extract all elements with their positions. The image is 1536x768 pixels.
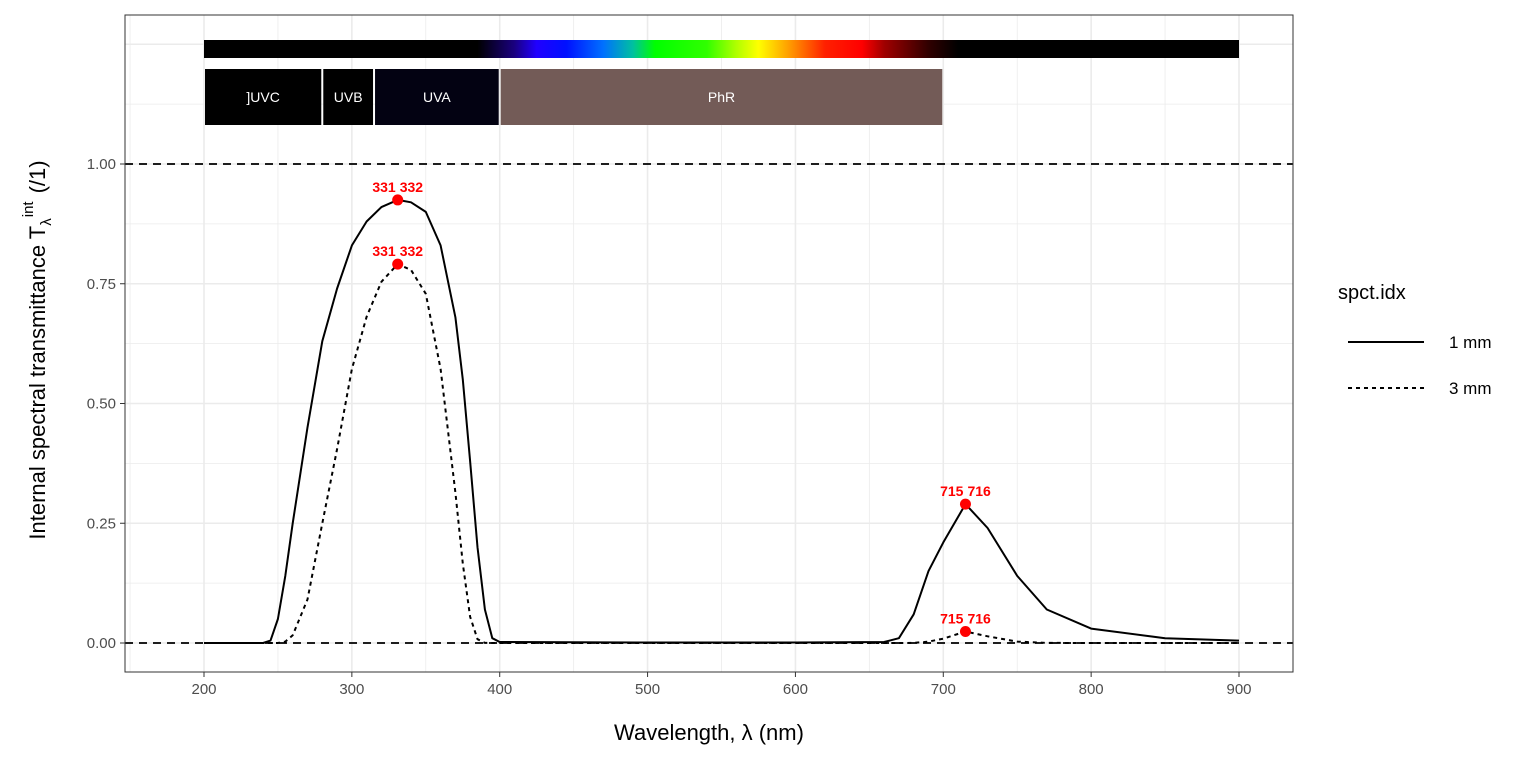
peak-label: 716 — [967, 611, 991, 627]
y-axis-label-sup: int — [20, 201, 37, 218]
x-tick-label: 700 — [931, 681, 956, 698]
x-tick-label: 200 — [191, 681, 216, 698]
waveband-label: PhR — [708, 89, 735, 105]
legend-title: spct.idx — [1338, 282, 1406, 304]
x-tick-label: 900 — [1226, 681, 1251, 698]
x-tick-label: 500 — [635, 681, 660, 698]
legend-label-1mm: 1 mm — [1449, 333, 1492, 352]
waveband-label: ]UVC — [246, 89, 279, 105]
waveband-label: UVA — [423, 89, 451, 105]
y-tick-label: 0.50 — [87, 396, 116, 413]
peak-label: 331 — [372, 179, 396, 195]
y-axis-label: Internal spectral transmittance Tλint (/1… — [20, 160, 55, 539]
peak-point — [392, 194, 404, 206]
x-tick-label: 600 — [783, 681, 808, 698]
peak-label: 715 — [940, 483, 964, 499]
spectrum-color-bar — [204, 40, 1239, 58]
waveband-box — [323, 69, 374, 125]
peak-label: 332 — [400, 179, 424, 195]
y-axis-label-sub: λ — [38, 218, 55, 226]
x-tick-label: 400 — [487, 681, 512, 698]
panel-border — [124, 14, 1294, 673]
legend: spct.idx 1 mm 3 mm — [1338, 282, 1492, 398]
svg-text:Internal spectral transmitta: Internal spectral transmittance Tλint (/1… — [20, 160, 55, 539]
x-tick-label: 800 — [1079, 681, 1104, 698]
peak-point — [392, 258, 404, 270]
x-tick-label: 300 — [339, 681, 364, 698]
peak-point — [959, 498, 971, 510]
y-tick-label: 0.75 — [87, 276, 116, 293]
peak-label: 716 — [967, 483, 991, 499]
peak-point — [959, 626, 971, 638]
y-tick-label: 0.25 — [87, 515, 116, 532]
waveband-box — [500, 69, 943, 125]
y-axis-label-unit: (/1) — [25, 160, 50, 193]
y-axis-label-main: Internal spectral transmittance T — [25, 226, 50, 540]
y-tick-label: 1.00 — [87, 156, 116, 173]
y-tick-label: 0.00 — [87, 635, 116, 652]
waveband-box — [375, 69, 499, 125]
legend-label-3mm: 3 mm — [1449, 379, 1492, 398]
waveband-label: UVB — [334, 89, 363, 105]
peak-label: 332 — [400, 243, 424, 259]
waveband-box — [205, 69, 322, 125]
peak-label: 715 — [940, 611, 964, 627]
peak-label: 331 — [372, 243, 396, 259]
x-axis-label: Wavelength, λ (nm) — [614, 720, 804, 745]
